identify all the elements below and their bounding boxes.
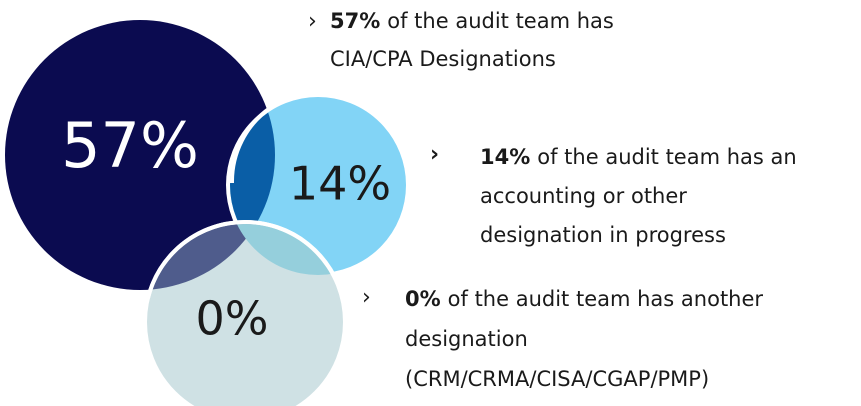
circle-percent: 0% (196, 292, 269, 346)
circle-percent: 57% (61, 109, 199, 182)
outline (146, 219, 345, 301)
bullet-text: 14% of the audit team has an (480, 145, 797, 169)
bullet-line: (CRM/CRMA/CISA/CGAP/PMP) (405, 367, 709, 391)
bullet-text: 0% of the audit team has another (405, 287, 763, 311)
bullet-line: accounting or other (480, 184, 687, 208)
bullet-arrow: › (308, 9, 317, 34)
bullet-line: of the audit team has an (537, 145, 796, 169)
bullet-arrow: › (430, 142, 439, 167)
circle-percent: 14% (289, 157, 391, 211)
bullet-percent: 57% (330, 9, 380, 33)
bullet-line: of the audit team has another (448, 287, 764, 311)
bullet-line: designation in progress (480, 223, 726, 247)
bullet-percent: 14% (480, 145, 530, 169)
bullet-line: of the audit team has (387, 9, 614, 33)
bullet-percent: 0% (405, 287, 441, 311)
bullet-line: CIA/CPA Designations (330, 47, 556, 71)
bullet-arrow: › (362, 285, 371, 310)
bullet-text: 57% of the audit team has (330, 9, 614, 33)
outline (229, 106, 272, 184)
circle-large (5, 20, 275, 290)
bullet-line: designation (405, 327, 528, 351)
overlap-large-small (147, 224, 275, 290)
